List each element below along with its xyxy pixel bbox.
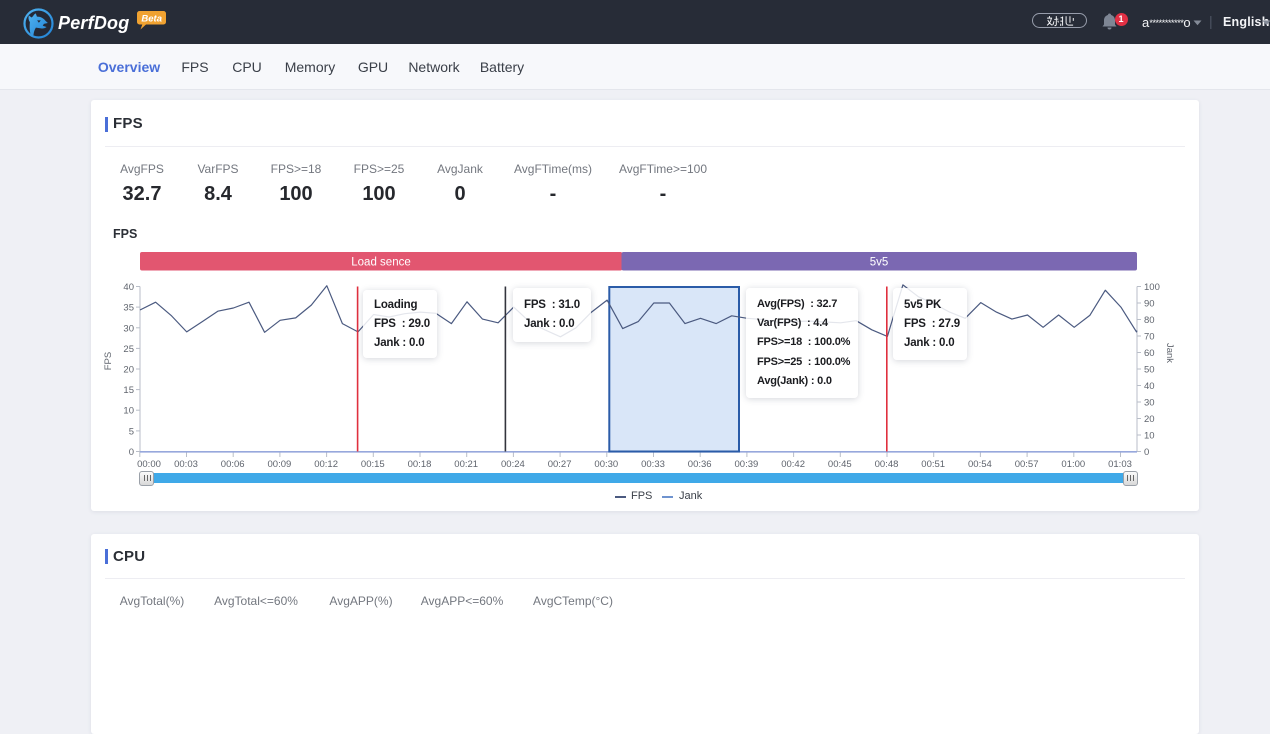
svg-text:70: 70 — [1144, 332, 1155, 343]
svg-text:00:45: 00:45 — [828, 459, 852, 470]
svg-text:60: 60 — [1144, 348, 1155, 359]
svg-text:01:03: 01:03 — [1108, 459, 1132, 470]
svg-text:00:00: 00:00 — [137, 459, 161, 470]
svg-text:40: 40 — [123, 282, 134, 293]
svg-text:01:00: 01:00 — [1061, 459, 1085, 470]
svg-text:Beta: Beta — [141, 13, 162, 24]
svg-text:00:18: 00:18 — [408, 459, 432, 470]
svg-text:00:09: 00:09 — [268, 459, 292, 470]
svg-text:Load sence: Load sence — [351, 257, 410, 269]
svg-text:40: 40 — [1144, 381, 1155, 392]
svg-text:00:51: 00:51 — [921, 459, 945, 470]
svg-text:30: 30 — [123, 323, 134, 334]
svg-text:00:03: 00:03 — [174, 459, 198, 470]
svg-text:35: 35 — [123, 303, 134, 314]
svg-text:FPS: FPS — [103, 352, 114, 370]
svg-text:00:39: 00:39 — [735, 459, 759, 470]
svg-text:15: 15 — [123, 385, 134, 396]
svg-text:90: 90 — [1144, 299, 1155, 310]
svg-text:30: 30 — [1144, 398, 1155, 409]
svg-text:00:06: 00:06 — [221, 459, 245, 470]
svg-text:00:48: 00:48 — [875, 459, 899, 470]
svg-text:50: 50 — [1144, 365, 1155, 376]
svg-text:Jank: Jank — [1164, 343, 1175, 363]
svg-text:10: 10 — [1144, 431, 1155, 442]
svg-text:00:27: 00:27 — [548, 459, 572, 470]
svg-text:5v5: 5v5 — [870, 257, 889, 269]
svg-text:20: 20 — [123, 365, 134, 376]
svg-text:00:21: 00:21 — [454, 459, 478, 470]
svg-text:00:30: 00:30 — [594, 459, 618, 470]
svg-text:0: 0 — [129, 447, 134, 458]
svg-text:00:15: 00:15 — [361, 459, 385, 470]
svg-text:00:54: 00:54 — [968, 459, 992, 470]
svg-text:25: 25 — [123, 344, 134, 355]
svg-text:00:36: 00:36 — [688, 459, 712, 470]
svg-text:00:24: 00:24 — [501, 459, 525, 470]
svg-text:00:57: 00:57 — [1015, 459, 1039, 470]
svg-text:00:42: 00:42 — [781, 459, 805, 470]
svg-text:80: 80 — [1144, 315, 1155, 326]
svg-text:10: 10 — [123, 406, 134, 417]
svg-text:100: 100 — [1144, 282, 1160, 293]
svg-text:20: 20 — [1144, 414, 1155, 425]
svg-text:0: 0 — [1144, 447, 1149, 458]
svg-text:00:12: 00:12 — [314, 459, 338, 470]
svg-text:00:33: 00:33 — [641, 459, 665, 470]
svg-text:5: 5 — [129, 426, 134, 437]
